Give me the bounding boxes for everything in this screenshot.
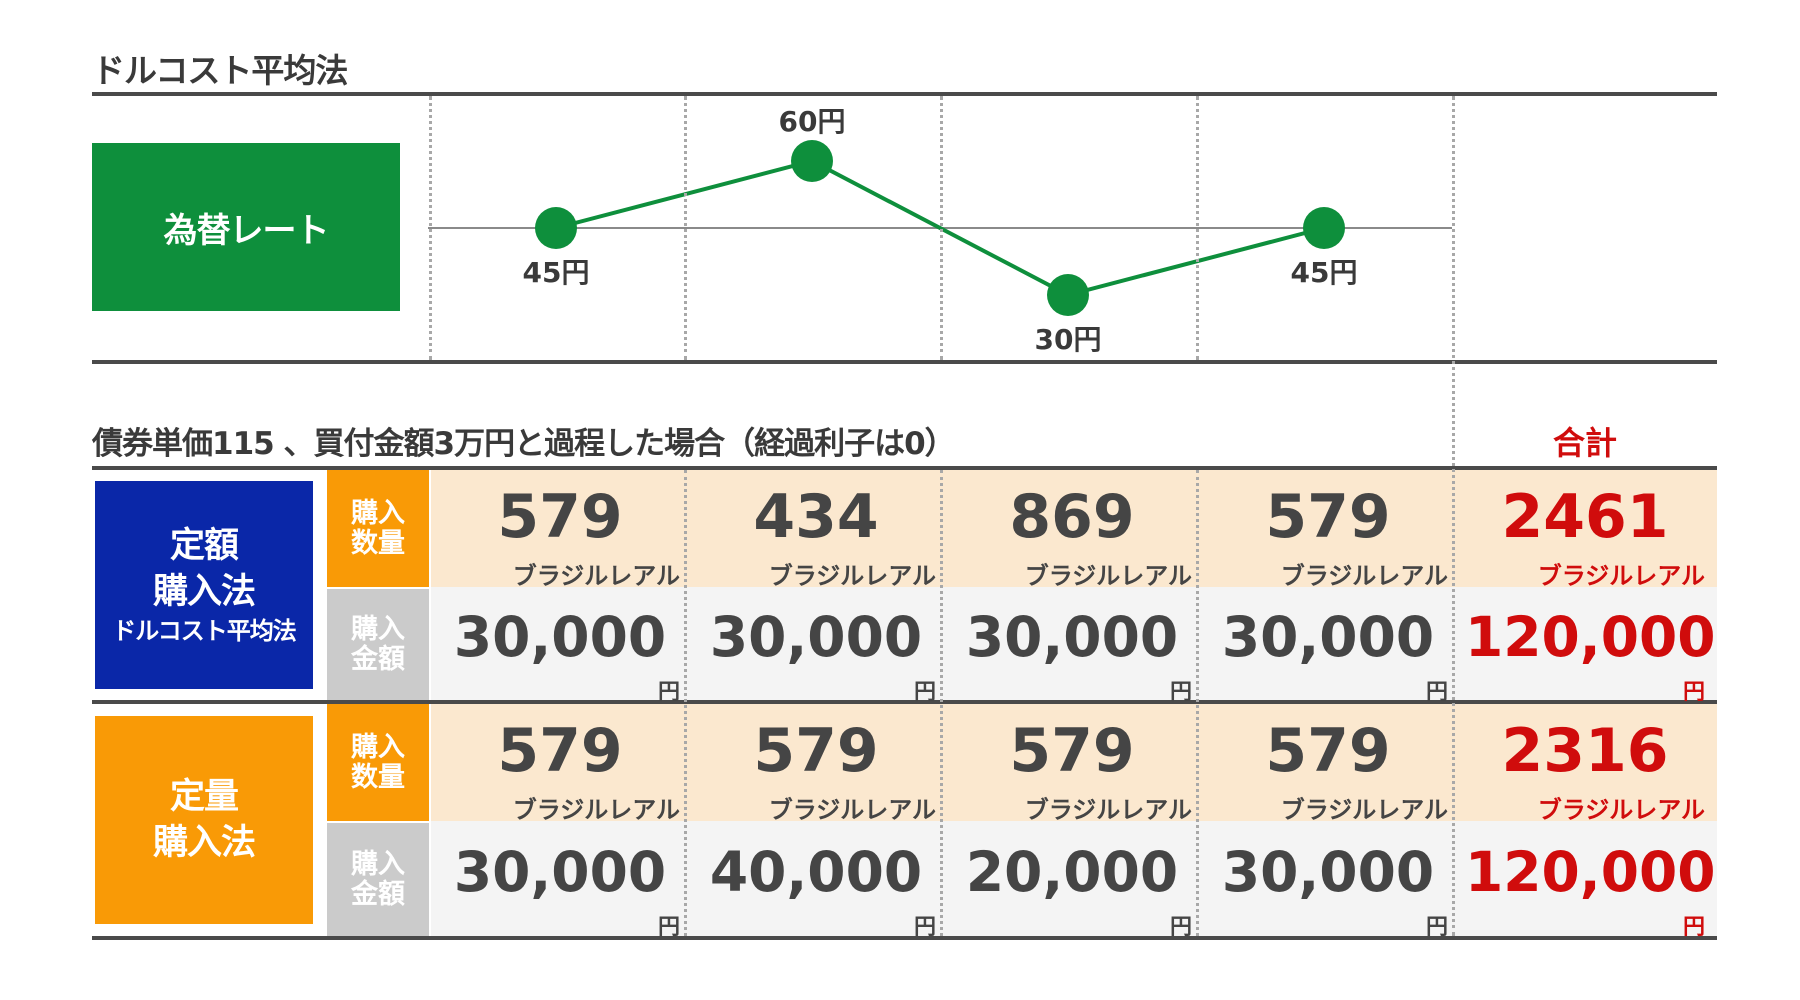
total-header: 合計 — [1552, 424, 1617, 462]
amount-cell: 30,000 — [1221, 840, 1435, 904]
col-divider-total — [1452, 96, 1455, 936]
amount-cell: 30,000 — [709, 605, 923, 669]
col-divider-chart-1 — [684, 96, 687, 360]
row-label-amt-1: 購入 金額 — [327, 589, 429, 700]
qty-unit: ブラジルレアル — [512, 562, 680, 590]
col-divider-table-3 — [1196, 470, 1199, 936]
qty-total-cell: 2316 — [1501, 716, 1669, 786]
qty-unit: ブラジルレアル — [768, 562, 936, 590]
rate-point — [535, 207, 577, 249]
method-fixed-amount-line3: ドルコスト平均法 — [112, 617, 297, 645]
rate-point-label: 45円 — [523, 256, 590, 289]
amount-cell: 30,000 — [453, 840, 667, 904]
row-label-qty-1: 購入 数量 — [327, 470, 429, 587]
table-middle-divider — [92, 700, 1717, 704]
table-bottom-divider — [92, 936, 1717, 940]
amount-unit: 円 — [1169, 915, 1192, 940]
qty-cell: 579 — [497, 716, 623, 786]
amount-total-unit: 円 — [1682, 680, 1705, 705]
amount-cell: 30,000 — [1221, 605, 1435, 669]
qty-unit: ブラジルレアル — [1024, 562, 1192, 590]
method-fixed-quantity-line1: 定量 — [169, 777, 239, 817]
row-label-qty-1-bottom: 数量 — [351, 527, 405, 559]
qty-cell: 579 — [1009, 716, 1135, 786]
amount-unit: 円 — [1425, 680, 1448, 705]
row-label-amt-1-top: 購入 — [351, 613, 405, 645]
rate-point — [1047, 274, 1089, 316]
scenario-subtitle: 債券単価115 、買付金額3万円と過程した場合（経過利子は0） — [92, 426, 956, 462]
qty-cell: 579 — [1265, 716, 1391, 786]
amount-total-cell: 120,000 — [1465, 840, 1716, 904]
col-divider-table-2 — [940, 470, 943, 936]
amount-total-cell: 120,000 — [1465, 605, 1716, 669]
row-label-qty-2-top: 購入 — [351, 731, 405, 763]
row-label-qty-1-top: 購入 — [351, 497, 405, 529]
amount-unit: 円 — [1169, 680, 1192, 705]
table-top-divider — [92, 466, 1717, 470]
rate-point — [791, 140, 833, 182]
qty-unit: ブラジルレアル — [1280, 796, 1448, 824]
row-label-qty-2: 購入 数量 — [327, 704, 429, 821]
amount-cell: 30,000 — [965, 605, 1179, 669]
method-fixed-amount-line2: 購入法 — [152, 572, 256, 612]
col-divider-chart-0 — [429, 96, 432, 360]
rate-point-label: 45円 — [1291, 256, 1358, 289]
method-fixed-quantity: 定量 購入法 — [95, 716, 313, 924]
rate-point — [1303, 207, 1345, 249]
qty-cell: 434 — [753, 482, 879, 552]
qty-unit: ブラジルレアル — [768, 796, 936, 824]
qty-unit: ブラジルレアル — [1024, 796, 1192, 824]
rate-point-label: 30円 — [1035, 323, 1102, 356]
col-divider-chart-3 — [1196, 96, 1199, 360]
row-label-qty-2-bottom: 数量 — [351, 761, 405, 793]
rate-point-label: 60円 — [779, 105, 846, 138]
amount-unit: 円 — [1425, 915, 1448, 940]
method-fixed-quantity-line2: 購入法 — [152, 823, 256, 863]
amount-cell: 40,000 — [709, 840, 923, 904]
amount-unit: 円 — [657, 680, 680, 705]
chart-bottom-divider — [92, 360, 1717, 364]
qty-cell: 869 — [1009, 482, 1135, 552]
row-band-qty-2 — [431, 704, 1717, 821]
row-label-amt-1-bottom: 金額 — [351, 643, 405, 675]
row-label-amt-2-bottom: 金額 — [351, 878, 405, 910]
method-fixed-amount: 定額 購入法 ドルコスト平均法 — [95, 481, 313, 689]
qty-total-unit: ブラジルレアル — [1537, 796, 1705, 824]
qty-unit: ブラジルレアル — [1280, 562, 1448, 590]
method-fixed-amount-line1: 定額 — [169, 526, 239, 566]
qty-total-cell: 2461 — [1501, 482, 1669, 552]
row-band-qty-1 — [431, 470, 1717, 587]
amount-unit: 円 — [657, 915, 680, 940]
row-label-amt-2: 購入 金額 — [327, 823, 429, 936]
top-divider — [92, 92, 1717, 96]
qty-cell: 579 — [753, 716, 879, 786]
qty-unit: ブラジルレアル — [512, 796, 680, 824]
amount-unit: 円 — [913, 915, 936, 940]
col-divider-table-1 — [684, 470, 687, 936]
col-divider-chart-2 — [940, 96, 943, 360]
amount-cell: 20,000 — [965, 840, 1179, 904]
row-band-amt-1 — [431, 587, 1717, 700]
amount-unit: 円 — [913, 680, 936, 705]
qty-cell: 579 — [1265, 482, 1391, 552]
row-band-amt-2 — [431, 821, 1717, 936]
page-title: ドルコスト平均法 — [92, 51, 348, 90]
amount-total-unit: 円 — [1682, 915, 1705, 940]
amount-cell: 30,000 — [453, 605, 667, 669]
row-label-amt-2-top: 購入 — [351, 848, 405, 880]
exchange-rate-label: 為替レート — [92, 143, 400, 311]
qty-cell: 579 — [497, 482, 623, 552]
qty-total-unit: ブラジルレアル — [1537, 562, 1705, 590]
exchange-rate-chart: 45円 60円 30円 45円 — [428, 105, 1452, 356]
